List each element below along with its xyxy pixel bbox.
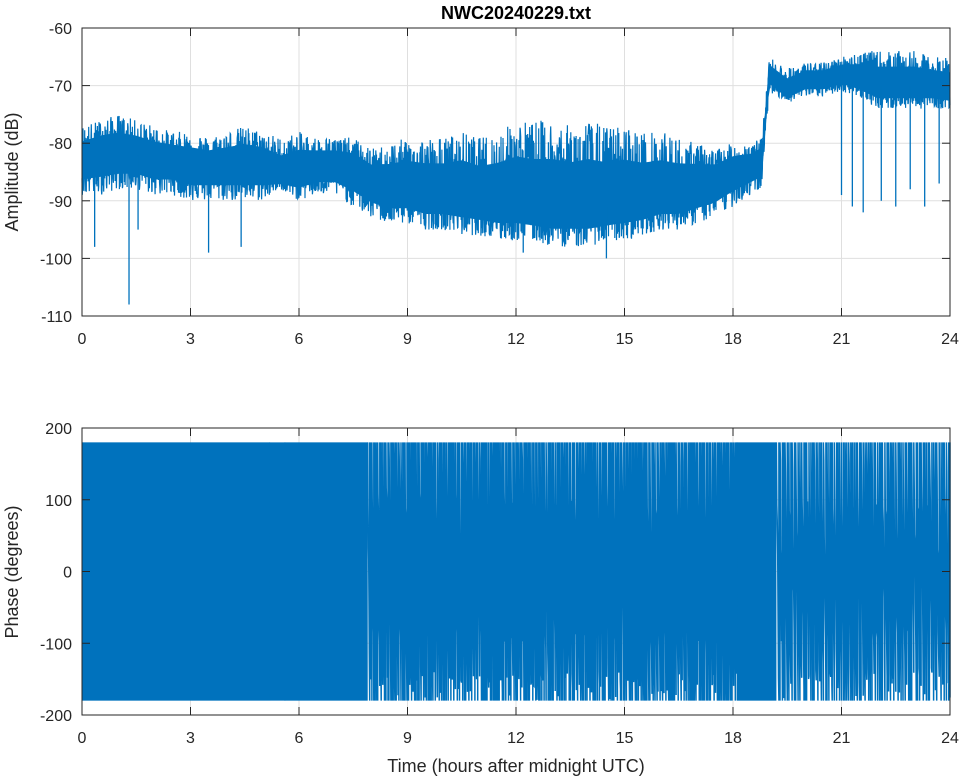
phase-panel: 0 3 6 9 12 15 18 21 24 200 100 0 -100 -200 Time (hour…	[2, 421, 959, 776]
amplitude-x-tick-label: 21	[833, 331, 851, 348]
phase-y-tick-label: 200	[45, 421, 72, 438]
amplitude-panel: 0 3 6 9 12 15 18 21 24 -60 -70 -80 -90 -100 -110 NWC20…	[2, 3, 959, 348]
amplitude-ticks: 0 3 6 9 12 15 18 21 24 -60 -70 -80 -90 -100 -110	[40, 21, 959, 348]
amplitude-x-tick-label: 3	[186, 331, 195, 348]
phase-dense-band	[284, 442, 368, 701]
phase-y-tick-label: -100	[40, 636, 72, 653]
amplitude-x-tick-label: 12	[507, 331, 525, 348]
phase-series	[82, 442, 951, 701]
amplitude-y-tick-label: -90	[49, 194, 72, 211]
chart-title: NWC20240229.txt	[441, 3, 591, 23]
phase-dense-band	[736, 442, 777, 701]
phase-y-axis-label: Phase (degrees)	[2, 505, 22, 638]
phase-x-tick-label: 15	[616, 730, 634, 747]
phase-x-tick-label: 6	[295, 730, 304, 747]
amplitude-series-band	[82, 64, 950, 229]
phase-x-tick-label: 18	[724, 730, 742, 747]
amplitude-series	[81, 51, 951, 305]
amplitude-x-tick-label: 18	[724, 331, 742, 348]
phase-x-tick-label: 0	[78, 730, 87, 747]
amplitude-y-tick-label: -80	[49, 136, 72, 153]
amplitude-x-tick-label: 24	[941, 331, 959, 348]
phase-x-tick-label: 9	[403, 730, 412, 747]
amplitude-x-tick-label: 0	[78, 331, 87, 348]
phase-x-tick-label: 3	[186, 730, 195, 747]
phase-series-line	[775, 442, 951, 701]
phase-x-tick-label: 24	[941, 730, 959, 747]
amplitude-x-tick-label: 9	[403, 331, 412, 348]
amplitude-y-tick-label: -110	[41, 309, 72, 326]
amplitude-y-tick-label: -60	[49, 21, 72, 38]
phase-x-axis-label: Time (hours after midnight UTC)	[387, 756, 644, 776]
phase-y-tick-label: 0	[63, 565, 72, 582]
phase-y-tick-label: -200	[40, 708, 72, 725]
phase-x-tick-label: 21	[833, 730, 851, 747]
phase-series-line	[269, 442, 286, 701]
phase-series-line	[366, 442, 738, 701]
amplitude-y-tick-label: -70	[49, 79, 72, 96]
phase-dense-band	[82, 442, 271, 701]
amplitude-x-tick-label: 15	[616, 331, 634, 348]
amplitude-y-axis-label: Amplitude (dB)	[2, 112, 22, 231]
phase-x-tick-label: 12	[507, 730, 525, 747]
amplitude-y-tick-label: -100	[40, 251, 72, 268]
amplitude-x-tick-label: 6	[295, 331, 304, 348]
phase-y-tick-label: 100	[45, 493, 72, 510]
phase-ticks: 0 3 6 9 12 15 18 21 24 200 100 0 -100 -200	[40, 421, 959, 747]
